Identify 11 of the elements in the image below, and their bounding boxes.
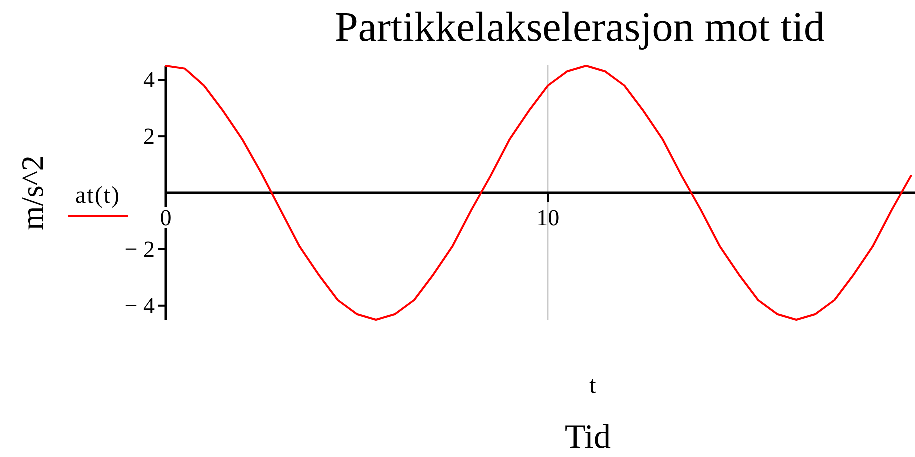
y-tick-label: 4 <box>144 67 156 92</box>
y-tick-label: 2 <box>144 124 155 149</box>
y-axis-title: m/s^2 <box>15 156 50 230</box>
x-tick-label: 0 <box>160 205 172 230</box>
y-tick-label: − 4 <box>124 293 156 318</box>
text: at(t) <box>76 183 120 209</box>
text: t <box>590 373 597 399</box>
x-tick-label: 10 <box>536 205 560 230</box>
x-axis-title: Tid <box>564 419 612 456</box>
y-tick-label: − 2 <box>124 236 155 262</box>
chart-title: Partikkelakselerasjon mot tid <box>335 5 825 51</box>
